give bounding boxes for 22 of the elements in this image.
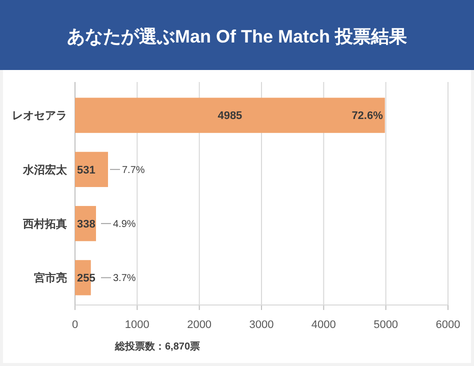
y-tick-label: 水沼宏太 [22, 163, 68, 176]
text: 総投票数：6,870票 [114, 340, 200, 352]
y-tick-label: 宮市亮 [34, 272, 67, 285]
x-tick-label: 5000 [374, 318, 398, 331]
annotation: 4.9% [113, 219, 136, 230]
x-tick-label: 6000 [436, 318, 460, 331]
annotation: 3.7% [113, 273, 136, 284]
data-label: 338 [77, 218, 96, 230]
data-label: 531 [77, 164, 96, 176]
x-tick-label: 0 [72, 318, 78, 331]
y-tick-label: レオセアラ [12, 110, 67, 122]
x-tick-label: 2000 [187, 318, 212, 331]
chart-title: あなたが選ぶMan Of The Match 投票結果 [66, 26, 408, 46]
x-tick-label: 1000 [124, 318, 150, 331]
y-tick-label: 西村拓真 [22, 217, 67, 230]
data-label: 4985 [218, 110, 242, 122]
x-tick-label: 4000 [311, 318, 336, 331]
x-tick-label: 3000 [249, 318, 274, 331]
bar [75, 152, 108, 188]
annotation: 7.7% [122, 164, 145, 176]
bar [75, 98, 385, 133]
annotation: 72.6% [352, 110, 384, 122]
